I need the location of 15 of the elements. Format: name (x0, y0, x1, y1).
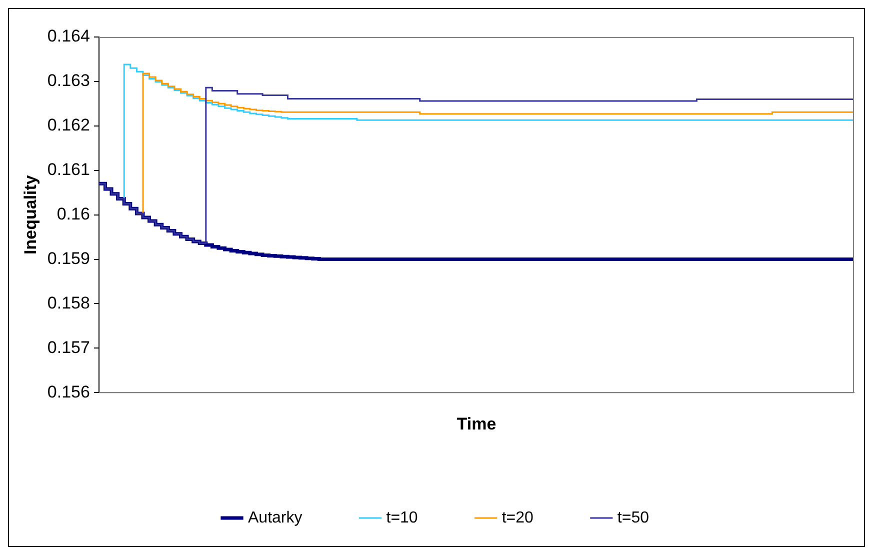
legend-label: t=50 (617, 509, 650, 526)
y-tick-label: 0.157 (47, 338, 90, 357)
y-tick-label: 0.162 (47, 116, 90, 135)
x-axis-title: Time (456, 414, 496, 434)
y-tick-label: 0.159 (47, 248, 90, 268)
y-tick-label: 0.156 (47, 382, 90, 402)
legend-label: Autarky (248, 509, 302, 526)
y-tick-label: 0.164 (47, 26, 90, 46)
legend-label: t=20 (502, 509, 534, 526)
y-tick-label: 0.163 (47, 71, 90, 90)
y-axis-title: Inequality (20, 174, 40, 254)
legend-label: t=10 (386, 509, 418, 526)
y-tick-label: 0.161 (47, 160, 90, 180)
y-tick-label: 0.16 (56, 204, 90, 224)
y-tick-label: 0.158 (47, 293, 90, 312)
